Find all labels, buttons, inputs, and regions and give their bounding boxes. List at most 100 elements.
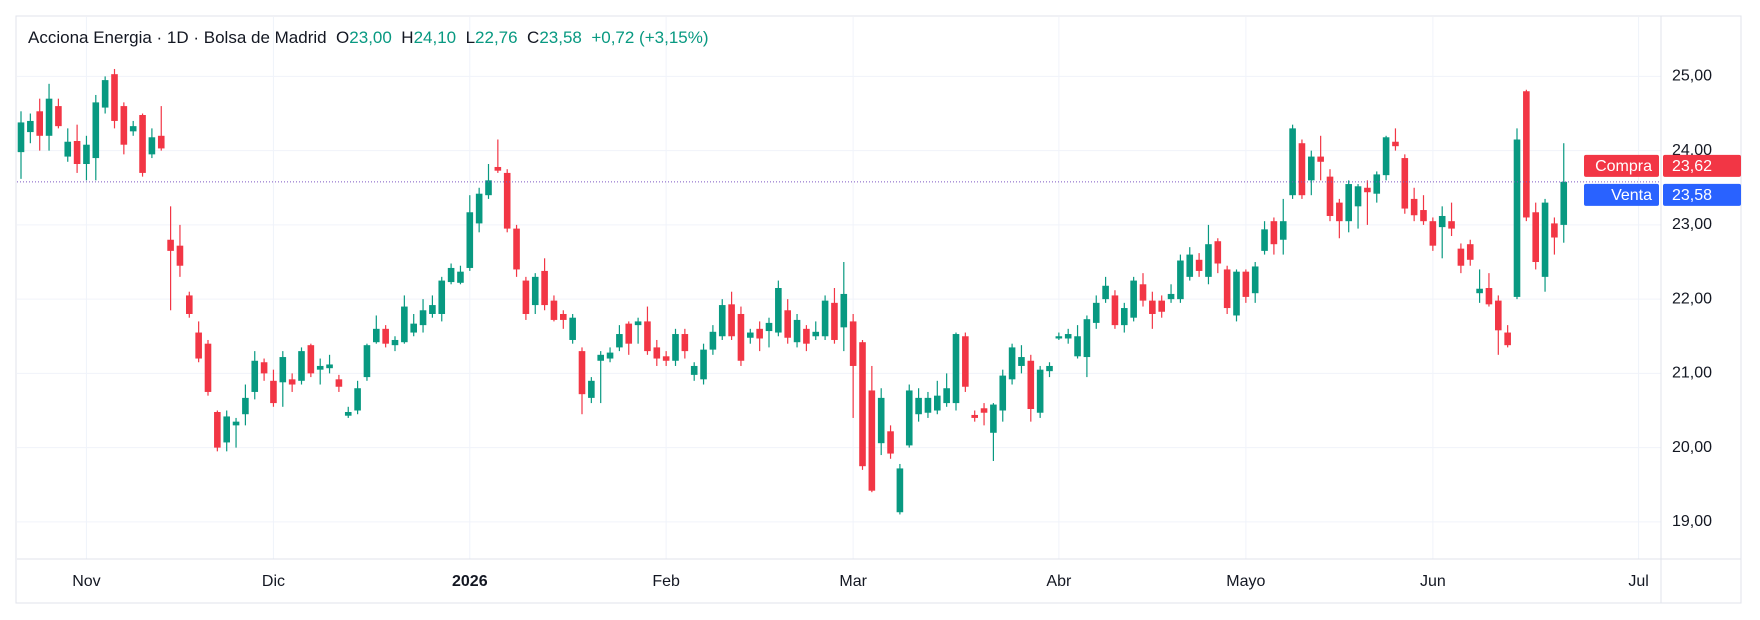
candle-body bbox=[92, 102, 100, 159]
x-tick-label: Feb bbox=[652, 573, 680, 590]
candle-body bbox=[232, 421, 240, 426]
candle-body bbox=[148, 137, 156, 155]
candle-body bbox=[868, 390, 876, 491]
candle-body bbox=[251, 360, 259, 392]
candle-body bbox=[1429, 221, 1437, 246]
candle-body bbox=[157, 135, 165, 149]
candle-body bbox=[1008, 347, 1016, 380]
candle-body bbox=[1261, 229, 1268, 251]
candle-body bbox=[270, 380, 277, 404]
ohlc-label: L bbox=[465, 28, 476, 47]
candle-body bbox=[1111, 295, 1119, 326]
candle-body bbox=[877, 397, 885, 444]
candle-body bbox=[756, 328, 763, 339]
candle-body bbox=[429, 305, 436, 314]
candle-body bbox=[578, 351, 586, 395]
candle-body bbox=[1064, 334, 1072, 339]
ohlc-value: 24,10 bbox=[413, 28, 457, 47]
y-tick-label: 20,00 bbox=[1672, 439, 1712, 456]
candle-body bbox=[980, 408, 988, 413]
candle-body bbox=[924, 397, 932, 413]
candle-body bbox=[775, 288, 782, 333]
candle-body bbox=[1279, 221, 1287, 240]
candle-body bbox=[1485, 288, 1493, 305]
price-tag-value: 23,58 bbox=[1672, 187, 1712, 204]
candle-body bbox=[1036, 369, 1044, 413]
candle-body bbox=[27, 120, 34, 133]
candle-body bbox=[1046, 365, 1053, 372]
candle-body bbox=[784, 310, 791, 338]
candle-body bbox=[1149, 300, 1156, 314]
candle-body bbox=[195, 332, 202, 359]
candle-body bbox=[859, 342, 866, 467]
candle-body bbox=[597, 354, 604, 361]
y-tick-label: 25,00 bbox=[1672, 68, 1712, 85]
candle-body bbox=[1466, 244, 1474, 260]
ohlc-label: C bbox=[527, 28, 540, 47]
candle-body bbox=[139, 115, 146, 173]
candle-body bbox=[896, 468, 904, 513]
candle-body bbox=[606, 352, 614, 359]
candle-body bbox=[223, 416, 230, 443]
candle-body bbox=[1504, 332, 1511, 346]
candle-body bbox=[494, 166, 502, 171]
candle-body bbox=[1382, 137, 1390, 176]
candle-body bbox=[831, 302, 838, 340]
candle-body bbox=[503, 172, 511, 229]
candle-body bbox=[662, 356, 670, 361]
candle-body bbox=[952, 334, 960, 404]
candle-body bbox=[438, 280, 446, 314]
candle-body bbox=[1242, 271, 1250, 297]
candle-body bbox=[934, 395, 941, 411]
candle-body bbox=[1121, 308, 1128, 326]
candle-body bbox=[326, 364, 333, 369]
candle-body bbox=[344, 411, 352, 416]
candle-body bbox=[690, 365, 698, 375]
candle-body bbox=[718, 305, 726, 337]
candle-body bbox=[1018, 357, 1025, 366]
candle-body bbox=[728, 304, 735, 337]
candle-body bbox=[522, 280, 530, 314]
candle-body bbox=[316, 365, 324, 370]
ohlc-value: 22,76 bbox=[475, 28, 518, 47]
candle-body bbox=[214, 411, 221, 448]
candle-body bbox=[382, 328, 389, 344]
price-tag-name: Venta bbox=[1611, 187, 1652, 204]
ohlc-label: O bbox=[336, 28, 350, 47]
candle-body bbox=[812, 331, 820, 337]
candle-body bbox=[1326, 176, 1334, 216]
candle-body bbox=[653, 347, 661, 359]
candle-body bbox=[307, 345, 315, 374]
candle-body bbox=[1336, 202, 1343, 222]
x-tick-label: 2026 bbox=[452, 573, 488, 590]
candle-body bbox=[634, 321, 642, 326]
candle-body bbox=[1270, 221, 1278, 245]
candle-body bbox=[971, 414, 978, 418]
candle-body bbox=[242, 397, 249, 415]
candle-body bbox=[1195, 259, 1203, 271]
candle-body bbox=[1476, 288, 1483, 294]
price-tag-name-bg bbox=[1584, 183, 1659, 206]
ohlc-value: 23,00 bbox=[349, 28, 392, 47]
candle-body bbox=[55, 106, 62, 127]
candle-body bbox=[466, 212, 474, 268]
frame bbox=[15, 15, 1742, 604]
price-tag-value: 23,62 bbox=[1672, 158, 1712, 175]
candle-body bbox=[1177, 260, 1184, 300]
candle-body bbox=[457, 271, 464, 283]
candle-body bbox=[625, 323, 633, 344]
candle-body bbox=[943, 388, 950, 404]
x-tick-label: Jun bbox=[1420, 573, 1446, 590]
candle-body bbox=[1214, 241, 1222, 264]
candle-body bbox=[803, 328, 810, 344]
candle-body bbox=[1289, 128, 1296, 196]
price-tag-name: Compra bbox=[1595, 158, 1652, 175]
price-tag-name-bg bbox=[1584, 154, 1659, 177]
candle-body bbox=[354, 388, 361, 411]
candle-body bbox=[1158, 300, 1165, 312]
x-tick-label: Mayo bbox=[1226, 573, 1265, 590]
candle-body bbox=[700, 349, 707, 380]
candle-body bbox=[765, 322, 773, 332]
candle-body bbox=[186, 295, 193, 314]
